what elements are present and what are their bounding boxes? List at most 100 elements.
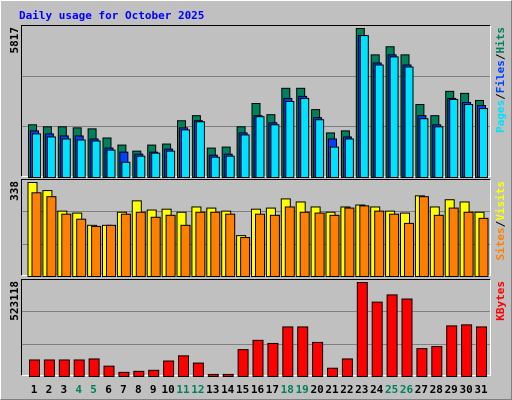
legend-separator: / bbox=[494, 53, 507, 60]
legend-entry: Pages bbox=[494, 100, 507, 133]
bar bbox=[118, 371, 130, 377]
panel-edge-dark bbox=[21, 25, 491, 177]
x-tick-label: 26 bbox=[400, 383, 414, 396]
bar bbox=[135, 211, 146, 278]
x-tick-label: 4 bbox=[75, 383, 82, 396]
bar bbox=[359, 205, 370, 277]
legend-entry: KBytes bbox=[494, 281, 507, 321]
bar bbox=[327, 367, 338, 377]
x-tick-label: 29 bbox=[445, 383, 458, 396]
bar bbox=[269, 214, 280, 278]
bar bbox=[284, 206, 295, 277]
legend-entry: Visits bbox=[494, 181, 507, 221]
bar bbox=[148, 369, 160, 377]
bar bbox=[404, 66, 414, 178]
bar bbox=[463, 211, 474, 278]
bar bbox=[150, 216, 161, 278]
bar bbox=[195, 121, 205, 178]
bar bbox=[210, 156, 220, 179]
x-tick-label: 5 bbox=[90, 383, 97, 396]
bar bbox=[464, 104, 474, 178]
y-max-label: 5817 bbox=[8, 27, 21, 54]
bar bbox=[207, 373, 219, 377]
x-tick-label: 13 bbox=[206, 383, 219, 396]
bar bbox=[43, 359, 55, 378]
bar bbox=[419, 118, 429, 179]
x-tick-label: 23 bbox=[355, 383, 368, 396]
bar bbox=[341, 358, 353, 378]
x-tick-label: 6 bbox=[105, 383, 112, 396]
x-tick-label: 12 bbox=[191, 383, 204, 396]
bar bbox=[76, 218, 87, 277]
x-tick-label: 15 bbox=[236, 383, 249, 396]
bar bbox=[120, 213, 131, 278]
bar bbox=[29, 359, 40, 378]
bar bbox=[181, 129, 190, 179]
bar bbox=[32, 133, 41, 179]
legend-entry: Sites bbox=[494, 227, 507, 260]
chart-title: Daily usage for October 2025 bbox=[19, 9, 204, 22]
x-tick-label: 9 bbox=[150, 383, 157, 396]
bar bbox=[91, 140, 101, 178]
panel-edge-light bbox=[21, 279, 491, 376]
x-tick-label: 19 bbox=[296, 383, 309, 396]
bar bbox=[136, 155, 146, 178]
legend: Pages/Files/Hits bbox=[494, 27, 507, 133]
bar bbox=[374, 64, 384, 178]
y-max-label: 338 bbox=[8, 181, 21, 201]
bar bbox=[312, 341, 324, 377]
bar bbox=[225, 213, 236, 278]
bar bbox=[299, 211, 310, 278]
bar bbox=[255, 116, 265, 179]
bar bbox=[374, 210, 385, 277]
bar bbox=[91, 225, 102, 277]
bar bbox=[255, 213, 265, 278]
bar bbox=[329, 214, 340, 278]
bar bbox=[300, 97, 310, 178]
bar bbox=[46, 136, 56, 178]
bar bbox=[237, 349, 249, 377]
bar bbox=[416, 348, 428, 377]
bar bbox=[315, 119, 325, 178]
legend-entry: Files bbox=[494, 60, 507, 93]
x-tick-label: 14 bbox=[221, 383, 235, 396]
bar bbox=[479, 108, 488, 178]
bar bbox=[433, 214, 444, 278]
bar bbox=[478, 217, 489, 277]
bar bbox=[431, 346, 443, 377]
bar bbox=[195, 211, 206, 278]
x-tick-label: 25 bbox=[385, 383, 398, 396]
bar bbox=[359, 35, 369, 178]
legend-separator: / bbox=[494, 93, 507, 100]
bar bbox=[270, 124, 280, 179]
bar bbox=[267, 342, 279, 377]
x-tick-label: 3 bbox=[60, 383, 67, 396]
bar bbox=[103, 365, 115, 377]
bar bbox=[73, 359, 85, 378]
bar bbox=[282, 326, 294, 378]
bar bbox=[418, 196, 429, 277]
x-tick-label: 11 bbox=[176, 383, 190, 396]
legend-separator: / bbox=[494, 220, 507, 227]
bar bbox=[449, 98, 459, 178]
bar bbox=[46, 196, 57, 277]
bar bbox=[58, 359, 70, 378]
bar bbox=[180, 224, 191, 277]
bar bbox=[404, 222, 414, 277]
bar bbox=[240, 134, 250, 179]
x-tick-label: 2 bbox=[46, 383, 53, 396]
panel-edge-dark bbox=[21, 279, 491, 376]
bar bbox=[446, 325, 458, 378]
bar bbox=[476, 326, 487, 378]
bar bbox=[461, 324, 473, 378]
bar bbox=[330, 146, 339, 178]
bar bbox=[151, 152, 161, 179]
bar bbox=[434, 126, 444, 178]
bar bbox=[389, 213, 400, 278]
x-tick-label: 18 bbox=[281, 383, 294, 396]
y-max-label: 523118 bbox=[8, 281, 21, 321]
bar bbox=[121, 161, 131, 179]
bar bbox=[401, 298, 413, 377]
